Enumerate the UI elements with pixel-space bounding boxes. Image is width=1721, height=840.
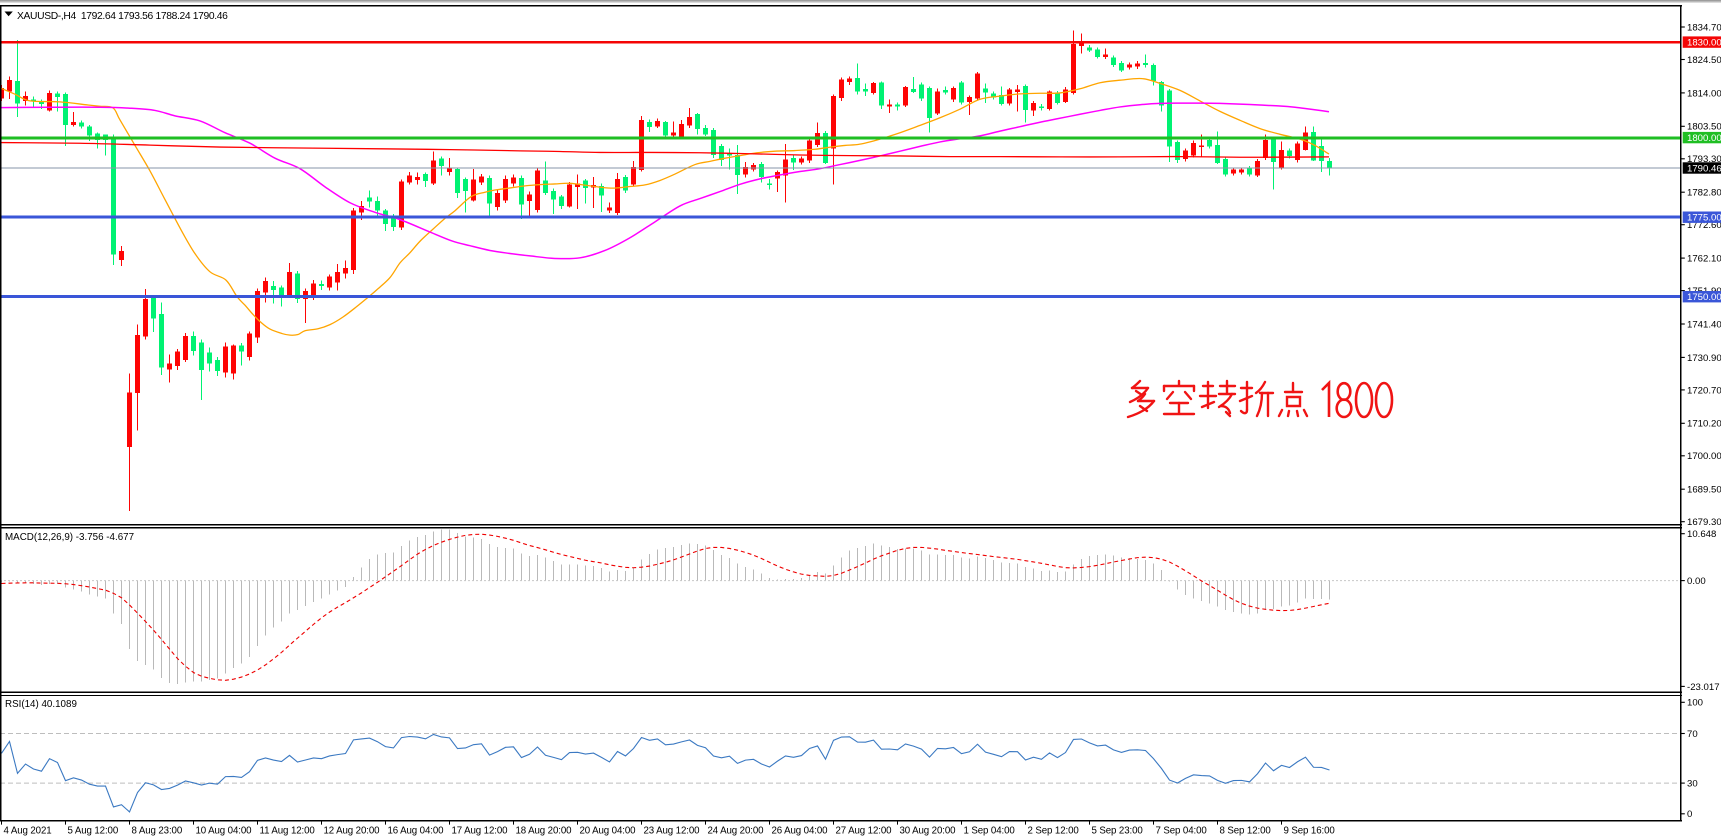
svg-text:30 Aug 20:00: 30 Aug 20:00 <box>900 826 957 837</box>
svg-text:1824.50: 1824.50 <box>1687 55 1721 66</box>
svg-text:1710.20: 1710.20 <box>1687 419 1721 430</box>
svg-text:26 Aug 04:00: 26 Aug 04:00 <box>772 826 829 837</box>
svg-text:2 Sep 12:00: 2 Sep 12:00 <box>1028 826 1080 837</box>
svg-text:1741.40: 1741.40 <box>1687 319 1721 330</box>
svg-text:24 Aug 20:00: 24 Aug 20:00 <box>708 826 765 837</box>
svg-text:10.648: 10.648 <box>1687 529 1716 540</box>
svg-text:1803.50: 1803.50 <box>1687 122 1721 133</box>
svg-text:5 Sep 23:00: 5 Sep 23:00 <box>1092 826 1144 837</box>
svg-text:18 Aug 20:00: 18 Aug 20:00 <box>516 826 573 837</box>
svg-text:1814.00: 1814.00 <box>1687 88 1721 99</box>
svg-text:8 Aug 23:00: 8 Aug 23:00 <box>132 826 183 837</box>
svg-text:XAUUSD-,H4 1792.64 1793.56 17: XAUUSD-,H4 1792.64 1793.56 1788.24 1790.… <box>17 11 228 22</box>
svg-text:11 Aug 12:00: 11 Aug 12:00 <box>260 826 316 837</box>
svg-text:20 Aug 04:00: 20 Aug 04:00 <box>580 826 637 837</box>
svg-text:-23.017: -23.017 <box>1687 682 1720 693</box>
svg-text:12 Aug 20:00: 12 Aug 20:00 <box>324 826 381 837</box>
svg-text:RSI(14) 40.1089: RSI(14) 40.1089 <box>5 699 77 710</box>
svg-text:70: 70 <box>1687 729 1698 740</box>
svg-text:0.00: 0.00 <box>1687 576 1706 587</box>
svg-text:1800.00: 1800.00 <box>1687 133 1721 144</box>
svg-text:MACD(12,26,9) -3.756 -4.677: MACD(12,26,9) -3.756 -4.677 <box>5 532 134 543</box>
svg-text:1762.10: 1762.10 <box>1687 254 1721 265</box>
svg-text:1679.30: 1679.30 <box>1687 517 1721 528</box>
svg-text:1834.70: 1834.70 <box>1687 22 1721 33</box>
svg-text:8 Sep 12:00: 8 Sep 12:00 <box>1220 826 1272 837</box>
svg-text:17 Aug 12:00: 17 Aug 12:00 <box>452 826 509 837</box>
svg-text:5 Aug 12:00: 5 Aug 12:00 <box>68 826 119 837</box>
svg-text:1750.00: 1750.00 <box>1687 292 1721 303</box>
svg-text:1689.50: 1689.50 <box>1687 485 1721 496</box>
svg-text:30: 30 <box>1687 779 1698 790</box>
svg-text:1793.30: 1793.30 <box>1687 154 1721 165</box>
svg-text:10 Aug 04:00: 10 Aug 04:00 <box>196 826 253 837</box>
svg-text:100: 100 <box>1687 698 1703 709</box>
svg-text:1782.80: 1782.80 <box>1687 188 1721 199</box>
svg-text:23 Aug 12:00: 23 Aug 12:00 <box>644 826 701 837</box>
svg-text:1830.00: 1830.00 <box>1687 37 1721 48</box>
svg-text:16 Aug 04:00: 16 Aug 04:00 <box>388 826 445 837</box>
svg-text:1 Sep 04:00: 1 Sep 04:00 <box>964 826 1016 837</box>
svg-text:1720.70: 1720.70 <box>1687 385 1721 396</box>
svg-text:0: 0 <box>1687 809 1692 820</box>
svg-text:1775.00: 1775.00 <box>1687 213 1721 224</box>
svg-text:1772.60: 1772.60 <box>1687 220 1721 231</box>
svg-text:1730.90: 1730.90 <box>1687 353 1721 364</box>
svg-text:1790.46: 1790.46 <box>1687 163 1721 174</box>
svg-text:4 Aug 2021: 4 Aug 2021 <box>4 826 52 837</box>
svg-text:7 Sep 04:00: 7 Sep 04:00 <box>1156 826 1208 837</box>
svg-text:9 Sep 16:00: 9 Sep 16:00 <box>1284 826 1336 837</box>
svg-text:27 Aug 12:00: 27 Aug 12:00 <box>836 826 893 837</box>
svg-text:1700.00: 1700.00 <box>1687 451 1721 462</box>
